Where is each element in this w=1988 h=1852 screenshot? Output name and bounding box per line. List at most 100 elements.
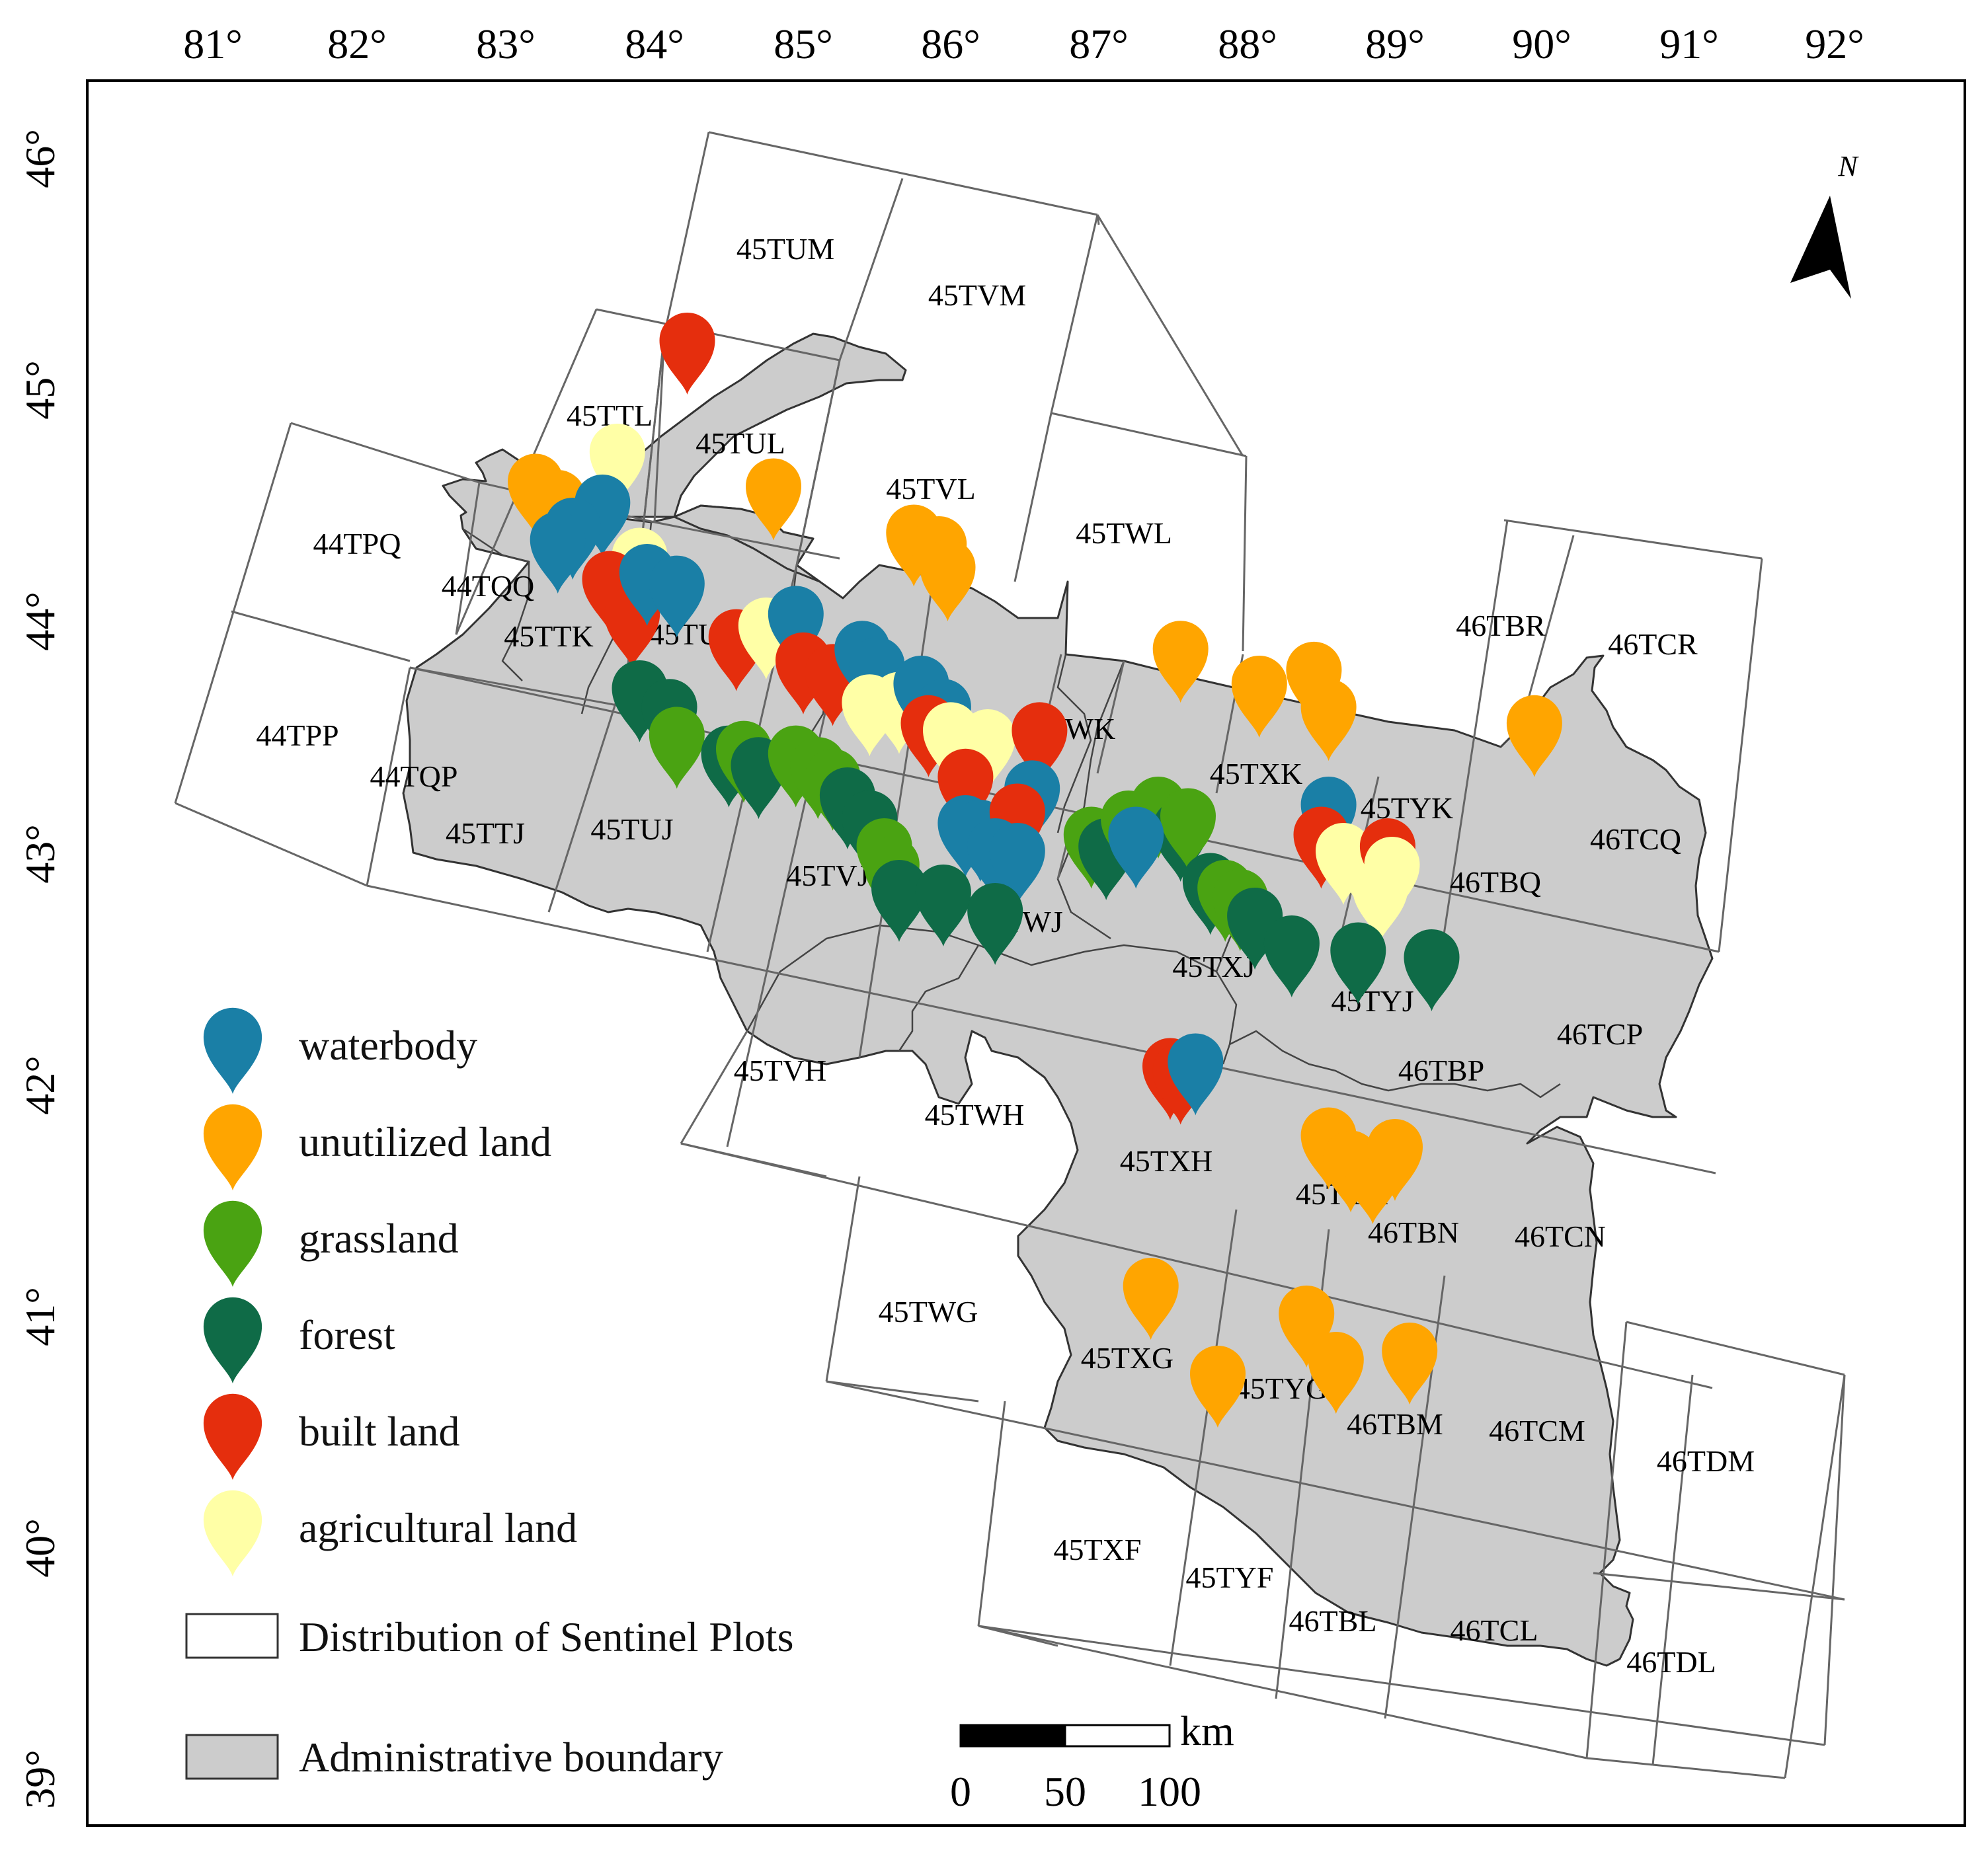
legend-boxes: Distribution of Sentinel Plots Administr… — [185, 1613, 793, 1781]
tile-label: 45TUL — [696, 426, 785, 460]
scale-bar-tick-50: 50 — [1044, 1768, 1086, 1815]
legend-label-unutilized: unutilized land — [299, 1118, 551, 1165]
longitude-label: 90° — [1512, 20, 1571, 67]
longitude-label: 88° — [1218, 20, 1277, 67]
scale-bar-tick-0: 0 — [950, 1768, 971, 1815]
tile-edge — [174, 422, 292, 804]
tile-label: 45TYK — [1361, 791, 1454, 825]
tile-edge — [1440, 520, 1509, 952]
latitude-label: 45° — [17, 360, 63, 420]
tile-label: 44TPQ — [313, 527, 401, 560]
tile-edge — [1014, 412, 1053, 582]
tile-edge — [1718, 558, 1763, 952]
longitude-label: 83° — [476, 20, 536, 67]
tile-edge — [653, 333, 666, 523]
tile-edge — [978, 1625, 1587, 1759]
tile-edge — [1626, 1321, 1845, 1376]
longitude-label: 84° — [625, 20, 684, 67]
tile-edge — [547, 664, 629, 913]
tile-label: 45TUM — [736, 232, 834, 266]
tile-label: 44TQQ — [442, 569, 535, 603]
tile-edge — [366, 884, 1716, 1175]
tile-edge — [366, 667, 411, 886]
legend-label-grassland: grassland — [299, 1215, 459, 1262]
tile-edge — [455, 482, 481, 635]
tile-edge — [1503, 519, 1763, 560]
legend: waterbody unutilized land grassland forest b… — [203, 1007, 577, 1576]
tile-label: 46TCP — [1557, 1017, 1643, 1051]
tile-label: 45TYJ — [1331, 984, 1413, 1018]
tile-edge — [1784, 1374, 1846, 1779]
longitude-label: 89° — [1365, 20, 1425, 67]
tile-edge — [1593, 1572, 1845, 1601]
tile-label: 46TBL — [1289, 1604, 1377, 1638]
scale-bar-unit: km — [1180, 1707, 1234, 1754]
latitude-label: 40° — [17, 1518, 63, 1578]
tile-label: 46TBQ — [1450, 865, 1541, 899]
tile-label: 45TXH — [1120, 1144, 1213, 1178]
tile-edge — [663, 132, 710, 334]
longitude-label: 91° — [1659, 20, 1719, 67]
tile-edge — [1586, 1757, 1653, 1766]
tile-edge — [1242, 455, 1248, 652]
latitude-label: 41° — [17, 1287, 63, 1346]
tile-label: 45TYG — [1235, 1371, 1328, 1405]
legend-label-forest: forest — [299, 1311, 395, 1358]
north-arrow-left-half — [1790, 196, 1830, 283]
tile-edge — [1169, 1209, 1238, 1666]
tile-label: 45TXJ — [1172, 950, 1255, 984]
legend-sentinel-label: Distribution of Sentinel Plots — [299, 1613, 793, 1660]
longitude-label: 82° — [327, 20, 387, 67]
tile-edge — [596, 308, 840, 362]
tile-label: 46TDM — [1657, 1444, 1755, 1478]
tile-edge — [825, 1176, 861, 1382]
tile-edge — [680, 1142, 1713, 1389]
tile-label: 46TCQ — [1590, 822, 1681, 856]
tile-label: 45TVJ — [786, 859, 869, 892]
tile-label: 45TVM — [928, 278, 1026, 312]
scale-bar-tick-100: 100 — [1138, 1768, 1201, 1815]
tile-label: 44TPP — [256, 718, 338, 752]
tile-edge — [978, 1625, 1825, 1746]
tile-edge — [409, 666, 629, 709]
tile-label: 45TTK — [504, 619, 593, 653]
tile-edge — [1585, 1321, 1628, 1759]
tile-edge — [1096, 214, 1244, 457]
tile-label: 45TVL — [886, 472, 975, 506]
legend-admin-label: Administrative boundary — [299, 1734, 723, 1781]
tile-label: 46TBM — [1347, 1407, 1443, 1441]
scale-bar-black-segment — [959, 1724, 1066, 1748]
scale-bar-white-segment — [1064, 1724, 1171, 1748]
tile-edge — [680, 1030, 748, 1144]
latitude-label: 42° — [17, 1056, 63, 1115]
tile-label: 46TCR — [1608, 627, 1698, 661]
tile-label: 45TUJ — [590, 812, 673, 846]
tile-label: 44TQP — [370, 759, 458, 793]
tile-edge — [826, 1380, 979, 1403]
tile-edge — [1051, 412, 1247, 457]
tile-label: 45TTJ — [446, 816, 525, 850]
legend-label-agricultural: agricultural land — [299, 1504, 577, 1551]
tile-label: 45TYF — [1186, 1561, 1274, 1594]
tile-label: 46TCL — [1451, 1613, 1538, 1647]
longitude-labels: 81° 82° 83° 84° 85° 86° 87° 88° 89° 90° 91° 92° — [183, 20, 1864, 67]
tile-label: 46TBN — [1368, 1215, 1459, 1249]
latitude-label: 39° — [17, 1750, 63, 1809]
tile-label: 45TWH — [925, 1098, 1025, 1132]
north-arrow-label: N — [1837, 150, 1859, 182]
tile-edge — [1652, 1763, 1786, 1779]
tile-edge — [795, 360, 841, 566]
latitude-label: 46° — [17, 129, 63, 188]
tile-label: 45TXK — [1210, 757, 1303, 791]
tile-edge — [1823, 1374, 1846, 1746]
tile-edge — [1050, 214, 1099, 414]
tile-label: 46TCM — [1489, 1414, 1585, 1447]
tile-edge — [175, 802, 368, 887]
latitude-labels: 46° 45° 44° 43° 42° 41° 40° 39° — [17, 129, 63, 1809]
tile-edge — [654, 521, 840, 560]
scale-bar: km 0 50 100 — [950, 1707, 1234, 1815]
latitude-label: 44° — [17, 592, 63, 651]
longitude-label: 81° — [183, 20, 243, 67]
tile-label: 45TVH — [734, 1054, 827, 1087]
